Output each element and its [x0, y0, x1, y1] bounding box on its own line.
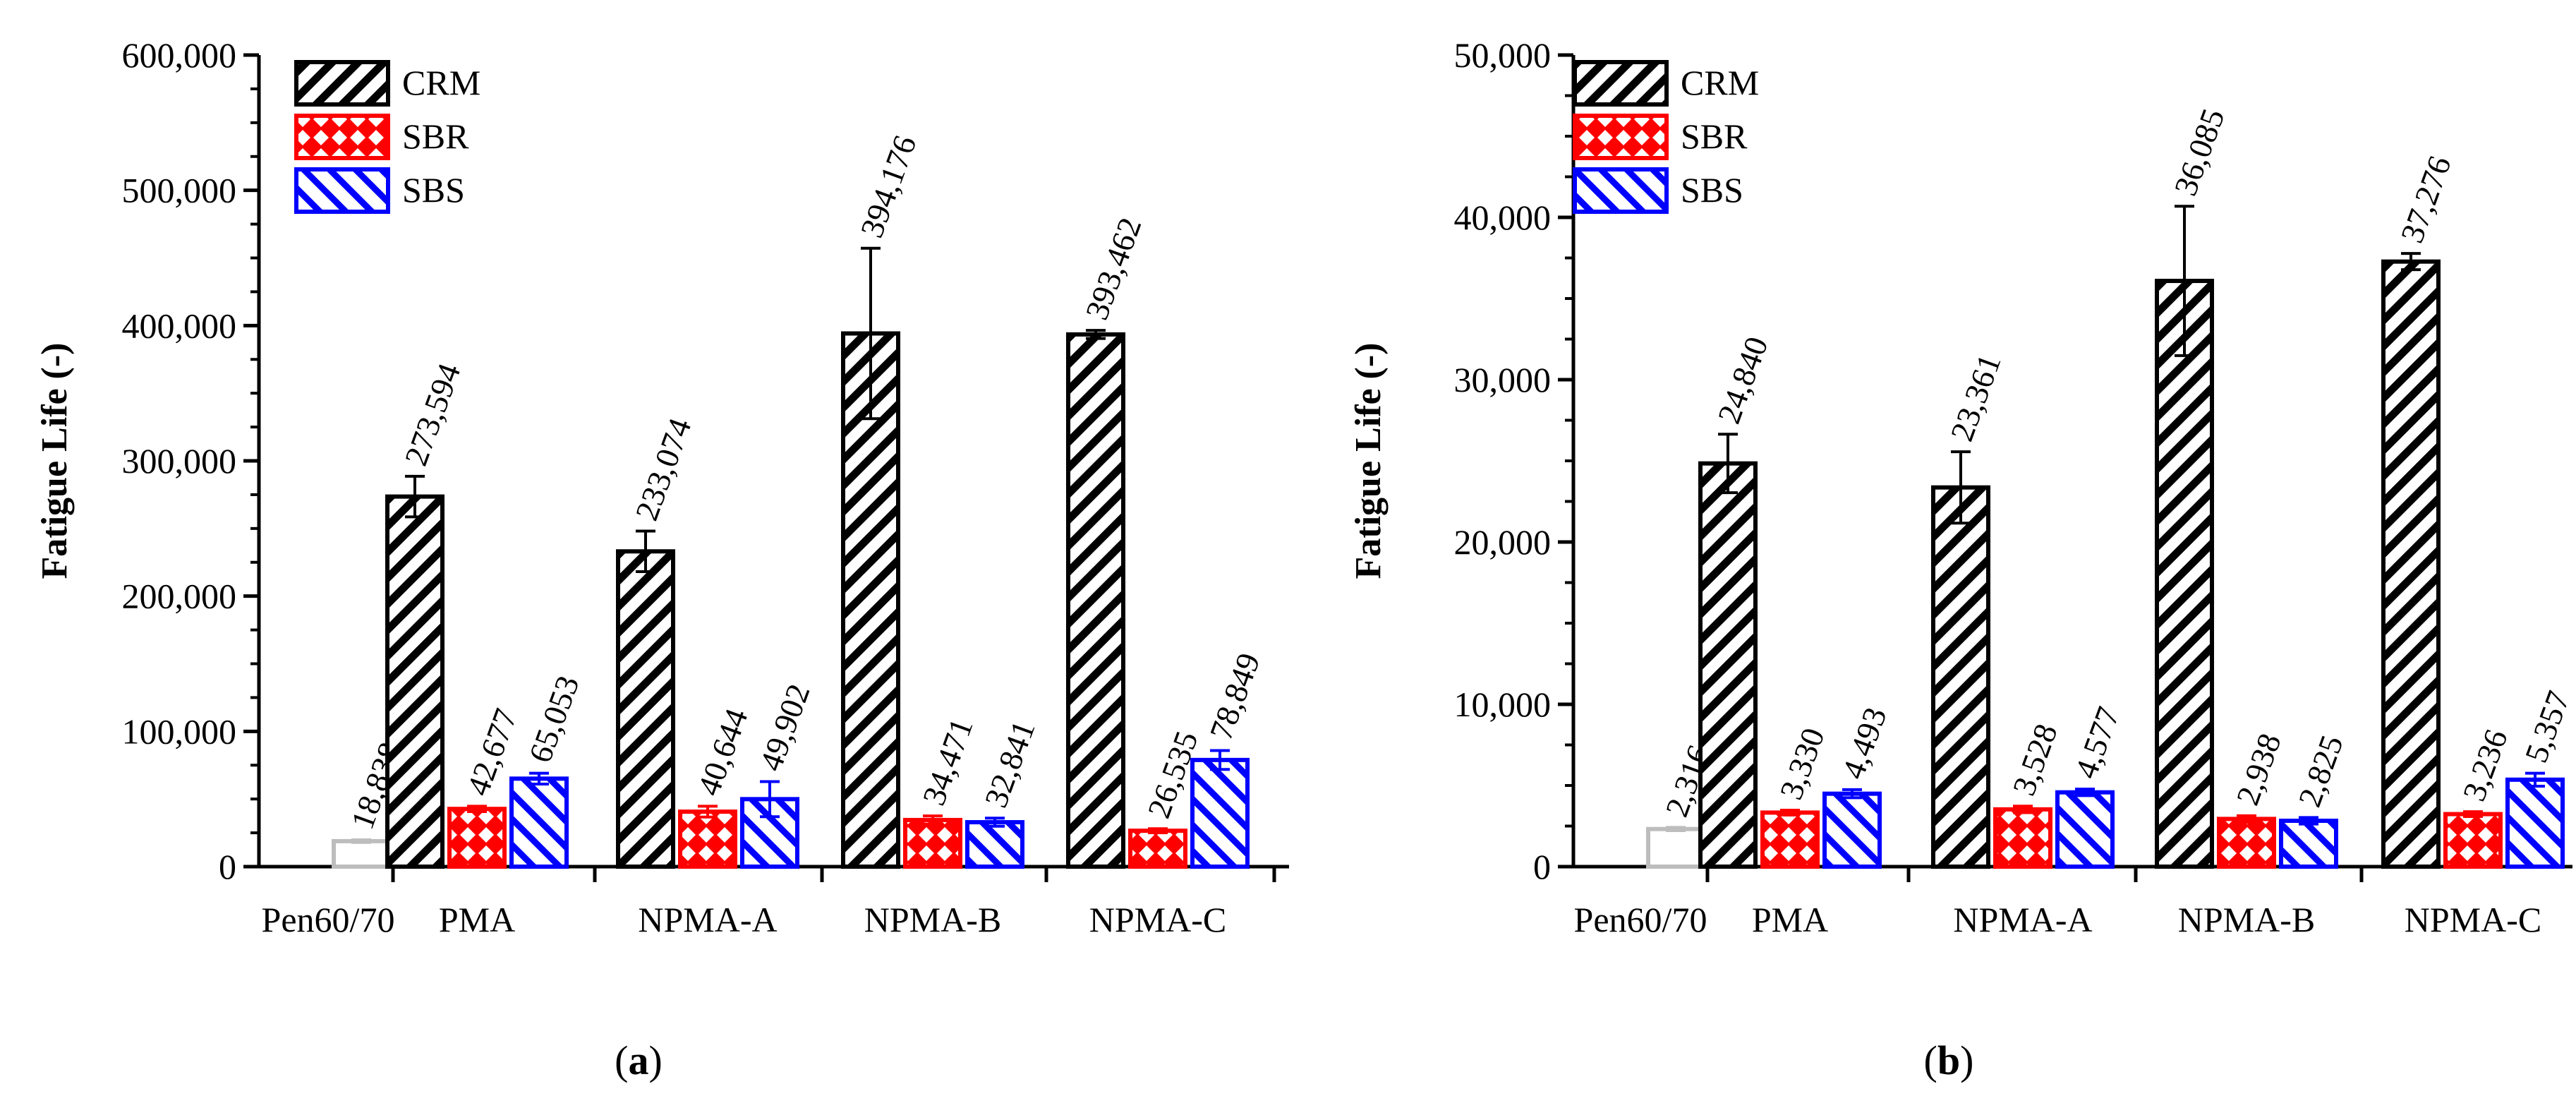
data-label: 37,276	[2393, 151, 2457, 247]
y-tick-label: 30,000	[1454, 360, 1552, 399]
y-tick-label: 100,000	[122, 711, 237, 751]
bar-sbr	[447, 807, 507, 869]
y-tick-label: 20,000	[1454, 522, 1552, 562]
legend: CRM SBR SBS	[1573, 60, 1759, 214]
data-label: 233,074	[628, 414, 698, 525]
category-label: Pen60/70	[1574, 900, 1707, 939]
data-label: 36,085	[2167, 104, 2231, 200]
bar-pen60-70	[1646, 826, 1705, 869]
bar-sbs	[965, 820, 1024, 869]
category-label: NPMA-B	[2178, 900, 2315, 939]
bar-sbr	[2443, 812, 2503, 869]
bar-pen60-70	[332, 838, 391, 869]
bar-crm	[616, 549, 675, 869]
bar-crm	[2155, 279, 2214, 869]
bar-sbr	[678, 809, 737, 869]
category-label: NPMA-C	[2405, 900, 2541, 939]
bar-sbs	[1190, 757, 1250, 869]
bar-crm	[385, 494, 445, 869]
chart-panel-a: 0 100,000 200,000 300,000 400,000 500,000 600,…	[35, 35, 1289, 1083]
legend-label: CRM	[402, 63, 480, 102]
data-label: 65,053	[521, 671, 586, 767]
legend-label: SBR	[1681, 116, 1748, 156]
legend-swatch-sbr	[294, 114, 390, 160]
legend-label: CRM	[1681, 63, 1759, 102]
y-tick-label: 400,000	[122, 306, 237, 345]
data-label: 34,471	[915, 713, 979, 809]
category-label: NPMA-A	[1953, 900, 2092, 939]
category-label: Pen60/70	[262, 900, 395, 939]
legend-swatch-crm	[1573, 60, 1669, 107]
data-label: 2,825	[2291, 730, 2350, 812]
bar-sbs	[1822, 791, 1882, 869]
y-tick-label: 300,000	[122, 441, 237, 481]
bar-sbr	[1760, 810, 1820, 869]
y-tick-label: 200,000	[122, 577, 237, 616]
panel-label: (a)	[615, 1037, 663, 1083]
category-label: NPMA-B	[864, 900, 1001, 939]
bar-crm	[2381, 259, 2441, 869]
data-label: 23,361	[1943, 349, 2007, 445]
data-label: 78,849	[1202, 649, 1266, 745]
bar-sbs	[2279, 819, 2338, 869]
legend-swatch-crm	[294, 60, 390, 107]
bar-crm	[1698, 461, 1758, 869]
bar-crm	[1931, 485, 1990, 869]
data-label: 273,594	[397, 359, 467, 470]
data-label: 49,902	[752, 680, 816, 776]
data-label: 3,528	[2005, 719, 2064, 800]
data-label: 4,493	[1834, 703, 1893, 784]
category-label: PMA	[439, 900, 515, 939]
y-axis-title: Fatigue Life (-)	[35, 342, 75, 579]
data-label: 2,938	[2229, 729, 2287, 810]
legend-swatch-sbr	[1573, 114, 1669, 160]
bar-sbs	[2505, 777, 2565, 869]
bar-crm	[1066, 332, 1125, 869]
y-tick-label: 600,000	[122, 35, 237, 75]
data-label: 32,841	[977, 716, 1041, 812]
category-label: NPMA-A	[638, 900, 777, 939]
bar-sbs	[2055, 790, 2115, 869]
bar-sbr	[903, 817, 962, 869]
bar-sbr	[1993, 807, 2052, 869]
y-tick-label: 0	[1533, 847, 1551, 886]
legend: CRM SBR SBS	[294, 60, 480, 214]
y-tick-label: 40,000	[1454, 198, 1552, 237]
legend-label: SBR	[402, 116, 469, 156]
legend-swatch-sbs	[294, 167, 390, 214]
y-tick-label: 0	[219, 847, 236, 886]
y-tick-label: 50,000	[1454, 35, 1552, 75]
panel-label: (b)	[1924, 1037, 1974, 1083]
legend-label: SBS	[1681, 170, 1743, 210]
legend-label: SBS	[402, 170, 465, 210]
bar-sbs	[509, 776, 569, 869]
category-label: PMA	[1752, 900, 1828, 939]
data-label: 393,462	[1078, 213, 1148, 325]
data-label: 24,840	[1710, 332, 1774, 428]
y-tick-label: 10,000	[1454, 685, 1552, 724]
chart-panel-b: 0 10,000 20,000 30,000 40,000 50,000 Pen60/70 P…	[1348, 35, 2576, 1083]
bar-sbr	[1128, 829, 1187, 869]
y-axis-title: Fatigue Life (-)	[1348, 342, 1389, 579]
bar-crm	[841, 331, 900, 869]
data-label: 40,644	[690, 704, 754, 800]
y-tick-label: 500,000	[122, 171, 237, 210]
category-label: NPMA-C	[1089, 900, 1226, 939]
data-label: 4,577	[2067, 702, 2126, 783]
bar-sbr	[2217, 817, 2276, 869]
data-label: 5,357	[2517, 686, 2576, 767]
legend-swatch-sbs	[1573, 167, 1669, 214]
data-label: 394,176	[853, 131, 923, 242]
